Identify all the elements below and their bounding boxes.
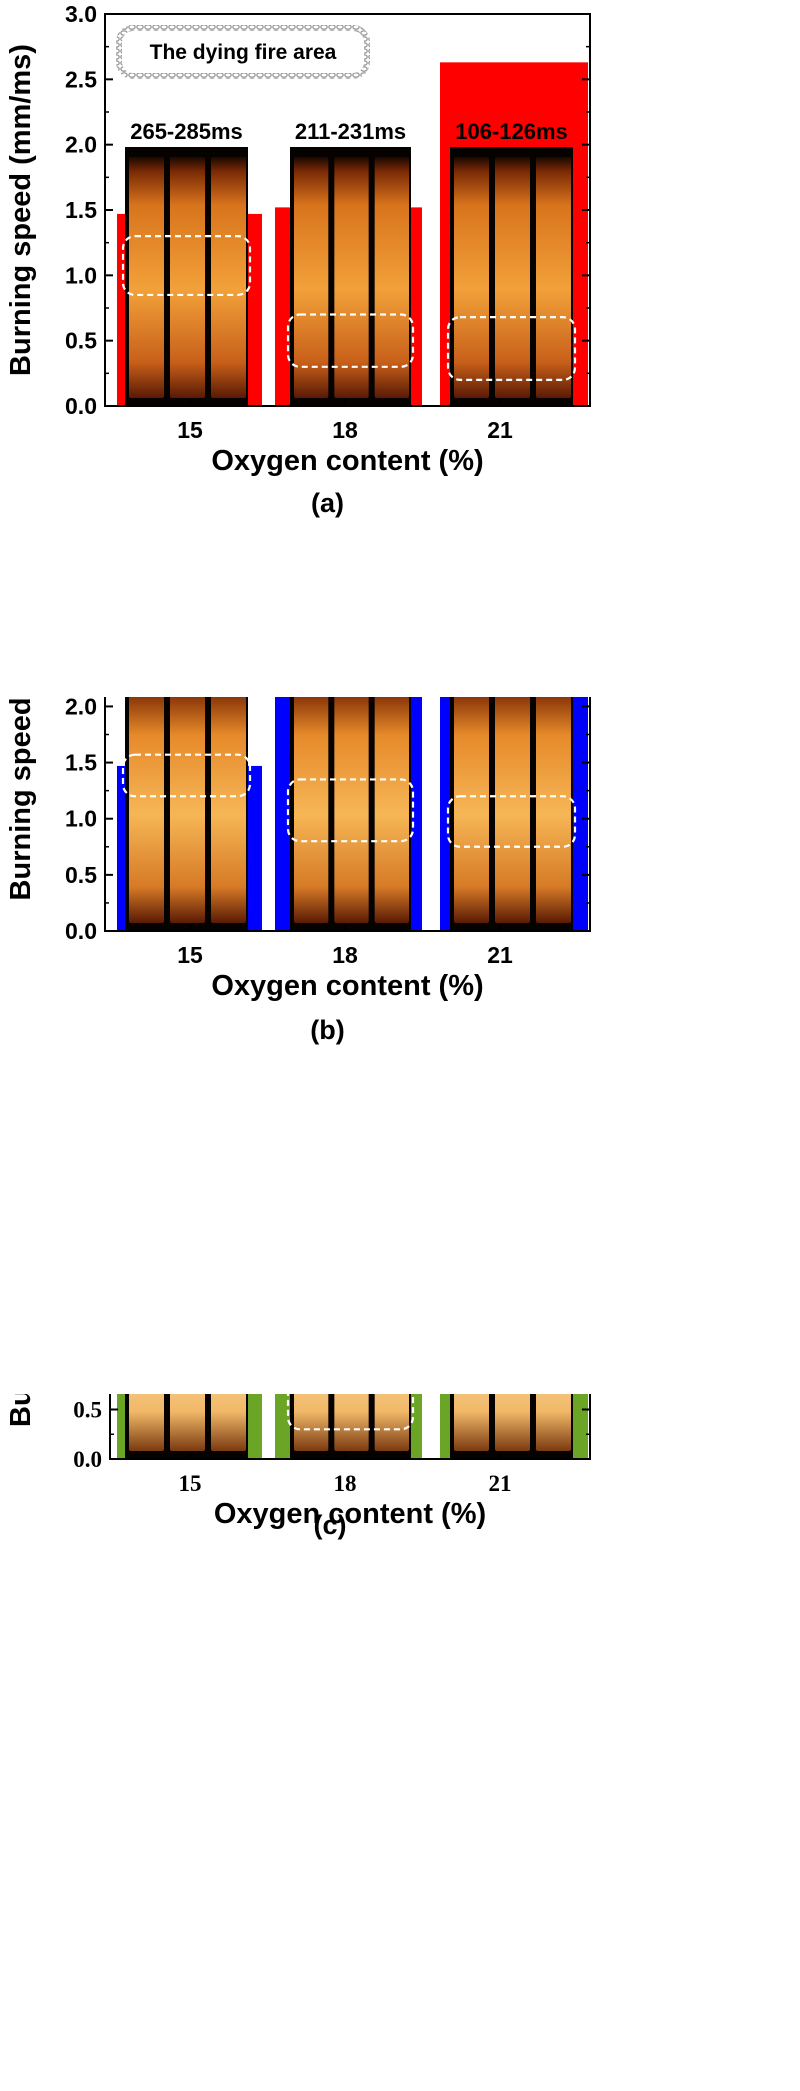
flame-strip [495,1394,530,1451]
x-axis-title: Oxygen content (%) [211,445,483,477]
x-tick-label: 18 [334,1471,357,1496]
time-label-21: 106-126ms [455,119,568,144]
flame-strip [334,1394,369,1451]
y-tick-label: 1.5 [65,197,97,223]
dying-fire-box-15 [121,235,252,297]
flame-image-18 [290,697,411,931]
flame-strip [129,697,164,923]
panel-label: (c) [314,1510,347,1540]
legend-text: The dying fire area [150,41,337,64]
x-tick-label: 15 [179,1471,202,1496]
x-axis-title: Oxygen content (%) [214,1498,486,1530]
plot-frame [109,1394,591,1460]
flame-strip [536,157,571,398]
flame-strip [374,157,409,398]
x-tick-label: 21 [487,942,513,968]
flame-strip [129,157,164,398]
flame-strip [294,157,329,398]
flame-strip [536,697,571,923]
flame-image-21 [450,1394,573,1459]
time-label-18: 211-231ms [295,119,406,144]
panel-label: (b) [310,1015,344,1045]
dying-fire-box-21 [446,316,577,381]
x-tick-label: 21 [487,417,513,443]
flame-image-18 [290,1394,411,1459]
legend-box [116,25,370,79]
y-tick-label: 0.0 [73,1447,102,1472]
chart-panel-a: 0.0 0.5 1.0 1.5 2.0 2.5 3.0 15 18 21 265-285ms 211-… [5,1,591,518]
flame-strip [294,697,329,923]
y-axis-title: Burning speed (mm/ms) [5,44,37,376]
y-tick-label: 1.0 [65,262,97,288]
x-tick-label: 15 [177,417,203,443]
time-label-15: 265-285ms [130,119,243,144]
dying-fire-box-18 [286,778,415,843]
x-axis-title: Oxygen content (%) [211,970,483,1002]
flame-image-21 [450,147,573,406]
y-tick-label: 2.0 [65,132,97,158]
x-tick-label: 21 [489,1471,512,1496]
y-tick-label: 1.0 [65,806,97,832]
flame-image-15 [125,147,248,406]
flame-strip [211,697,246,923]
dying-fire-box-18 [286,313,415,368]
chart-panel-c: 0.00.51.01.52.02.53.03.54.0151821163-183… [5,1394,591,1540]
flame-strip [495,697,530,923]
panel-label: (a) [311,488,344,518]
flame-strip [374,1394,409,1451]
flame-strip [211,157,246,398]
y-tick-label: 2.0 [65,697,97,719]
x-tick-label: 15 [177,942,203,968]
flame-strip [211,1394,246,1451]
x-tick-label: 18 [332,942,358,968]
flame-strip [170,1394,205,1451]
flame-strip [170,697,205,923]
y-tick-label: 2.5 [65,66,97,92]
flame-strip [454,1394,489,1451]
flame-strip [454,157,489,398]
y-axis-title: Burning speed (mm/ms) [5,697,37,900]
flame-strip [536,1394,571,1451]
flame-strip [334,697,369,923]
dying-fire-box-21 [446,795,577,848]
y-tick-label: 0.0 [65,918,97,944]
y-tick-label: 1.5 [65,750,97,776]
flame-image-21 [450,697,573,931]
y-tick-label: 0.5 [73,1398,102,1423]
flame-strip [170,157,205,398]
flame-image-15 [125,697,248,931]
flame-strip [495,157,530,398]
flame-image-15 [125,1394,248,1459]
dying-fire-box-15 [121,753,252,798]
flame-strip [454,697,489,923]
x-tick-label: 18 [332,417,358,443]
y-tick-label: 0.5 [65,328,97,354]
flame-strip [334,157,369,398]
y-tick-label: 3.0 [65,1,97,27]
chart-panel-b: 0.00.51.01.52.02.53.03.5151821253-273ms1… [5,697,591,1045]
flame-image-18 [290,147,411,406]
y-tick-label: 0.0 [65,393,97,419]
dying-fire-box-18 [286,1394,415,1431]
flame-strip [294,1394,329,1451]
y-tick-label: 0.5 [65,862,97,888]
flame-strip [129,1394,164,1451]
y-axis-title: Burning speed (mm/ms) [5,1394,37,1427]
flame-strip [374,697,409,923]
